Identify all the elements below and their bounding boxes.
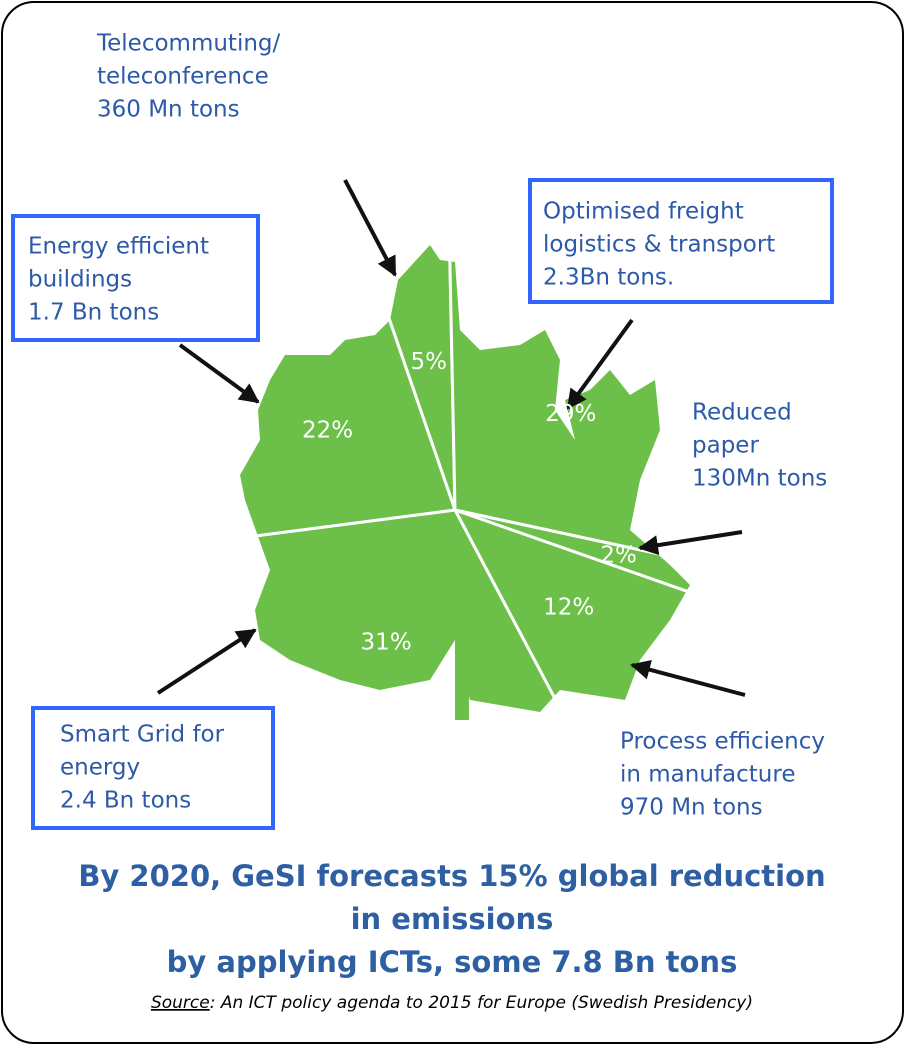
- annotation-text: logistics & transport: [543, 232, 775, 258]
- arrow: [343, 179, 397, 277]
- source-note: Source: An ICT policy agenda to 2015 for…: [151, 993, 753, 1013]
- labels: 5% 29% 2%12% 31% 22% Telecommuting/teleconfer…: [11, 31, 834, 1013]
- arrow: [566, 318, 634, 410]
- annotation-box: [11, 214, 260, 342]
- slice-label: 2%: [600, 543, 637, 569]
- annotation-box: [528, 178, 834, 304]
- annotation-text: Smart Grid for: [60, 722, 225, 748]
- arrow: [630, 659, 746, 697]
- arrow: [178, 343, 260, 404]
- slice-label: 31%: [361, 630, 412, 656]
- source-text: : An ICT policy agenda to 2015 for Europ…: [210, 993, 753, 1013]
- annotation-text: paper: [692, 433, 759, 459]
- annotation-text: Optimised freight: [543, 199, 744, 225]
- annotation-text: in manufacture: [620, 762, 795, 788]
- annotation-text: 2.4 Bn tons: [60, 788, 191, 814]
- annotation-box: [31, 706, 275, 830]
- annotation-text: 2.3Bn tons.: [543, 265, 674, 291]
- slice-label: 22%: [302, 417, 353, 443]
- annotation-text: Reduced: [692, 400, 792, 426]
- chart-title: by applying ICTs, some 7.8 Bn tons: [167, 945, 738, 979]
- annotation-text: 130Mn tons: [692, 466, 827, 492]
- slice-label: 29%: [545, 401, 596, 427]
- annotation-text: 970 Mn tons: [620, 795, 763, 821]
- slice-label: 5%: [410, 349, 447, 375]
- arrows: [156, 179, 746, 697]
- annotation-text: energy: [60, 755, 140, 781]
- arrow: [638, 530, 743, 556]
- slice-label: 12%: [543, 594, 594, 620]
- annotation-text: Energy efficient: [28, 234, 209, 260]
- chart-title: in emissions: [351, 902, 554, 936]
- pie-slice: [451, 507, 690, 712]
- annotation-text: 1.7 Bn tons: [28, 300, 159, 326]
- chart-title: By 2020, GeSI forecasts 15% global reduc…: [78, 859, 825, 893]
- annotation-text: teleconference: [97, 64, 269, 90]
- source-label: Source: [151, 993, 210, 1013]
- arrow: [156, 628, 257, 695]
- annotation-text: Telecommuting/: [96, 31, 281, 57]
- annotation-text: Process efficiency: [620, 729, 825, 755]
- annotation-text: 360 Mn tons: [97, 97, 240, 123]
- annotation-text: buildings: [28, 267, 132, 293]
